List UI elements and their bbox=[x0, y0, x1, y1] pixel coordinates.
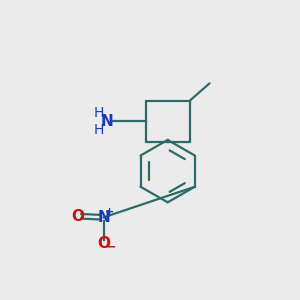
Text: N: N bbox=[101, 114, 114, 129]
Text: H: H bbox=[94, 106, 104, 120]
Text: O: O bbox=[97, 236, 110, 251]
Text: N: N bbox=[98, 210, 110, 225]
Text: H: H bbox=[94, 123, 104, 136]
Text: O: O bbox=[72, 209, 85, 224]
Text: −: − bbox=[106, 240, 116, 253]
Text: +: + bbox=[105, 207, 114, 217]
